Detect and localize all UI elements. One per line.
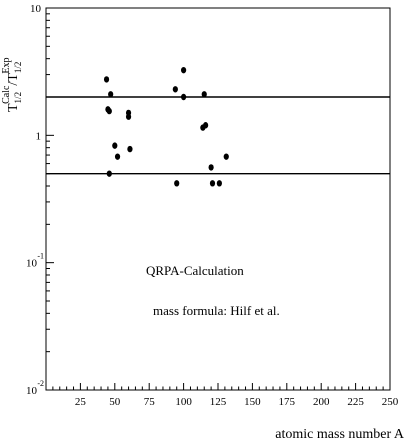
data-point: [223, 153, 229, 160]
data-point: [174, 180, 180, 187]
x-tick-label: 100: [175, 396, 192, 408]
y-tick-label: 1: [36, 130, 42, 142]
data-point: [125, 113, 132, 120]
y-tick-label: 10: [30, 3, 42, 15]
data-point: [112, 142, 118, 149]
y-tick-exponent: -2: [37, 379, 44, 388]
x-tick-label: 225: [347, 396, 364, 408]
reference-lines: [46, 96, 390, 175]
annotation-calculation: QRPA-Calculation: [146, 263, 244, 278]
x-axis-ticks: 25 50 75 100 125 150 175 200 225 250: [52, 383, 399, 408]
x-tick-label: 125: [210, 396, 227, 408]
y-axis-title: T1/2Calc/T1/2Exp: [1, 58, 23, 112]
data-point: [216, 180, 222, 187]
data-point: [172, 86, 178, 93]
data-point: [208, 164, 214, 171]
data-point: [108, 91, 114, 98]
data-point: [106, 170, 112, 177]
x-tick-label: 175: [279, 396, 296, 408]
x-tick-label: 75: [144, 396, 156, 408]
x-tick-label: 150: [244, 396, 261, 408]
x-tick-label: 50: [109, 396, 121, 408]
data-point: [106, 107, 112, 115]
data-point: [114, 153, 121, 160]
annotation-mass-formula: mass formula: Hilf et al.: [153, 303, 280, 318]
x-tick-label: 25: [75, 396, 87, 408]
data-point: [127, 145, 133, 153]
y-tick-exponent: -1: [37, 252, 44, 261]
x-tick-label: 250: [382, 396, 399, 408]
x-axis-title: atomic mass number A: [275, 427, 405, 442]
data-point: [209, 180, 216, 187]
x-tick-label: 200: [313, 396, 330, 408]
data-point: [201, 91, 207, 98]
y-tick-label: 10: [26, 385, 38, 397]
y-tick-label: 10: [26, 258, 38, 270]
data-points: [103, 66, 229, 187]
data-point: [181, 93, 187, 101]
data-point: [203, 122, 209, 129]
plot-frame: [45, 7, 391, 391]
data-point: [103, 76, 110, 83]
data-point: [181, 66, 187, 74]
